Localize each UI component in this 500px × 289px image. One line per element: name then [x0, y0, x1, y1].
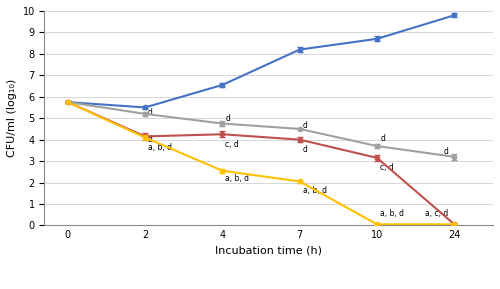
Text: a, b, d: a, b, d: [380, 209, 404, 218]
Text: a, b, d: a, b, d: [303, 186, 327, 194]
Text: d: d: [444, 147, 448, 156]
Text: c, d: c, d: [380, 163, 394, 172]
Text: d: d: [148, 108, 153, 117]
Text: d: d: [380, 134, 385, 143]
Y-axis label: CFU/ml (log₁₀): CFU/ml (log₁₀): [7, 79, 17, 157]
Text: a, b, d: a, b, d: [226, 174, 250, 183]
Text: d: d: [303, 145, 308, 154]
Text: d: d: [303, 121, 308, 130]
Text: a, b, d: a, b, d: [148, 143, 172, 152]
Text: a, c, d: a, c, d: [425, 209, 448, 218]
Text: d: d: [226, 114, 230, 123]
Text: d: d: [148, 135, 153, 144]
Text: c, d: c, d: [226, 140, 239, 149]
X-axis label: Incubation time (h): Incubation time (h): [216, 246, 322, 256]
